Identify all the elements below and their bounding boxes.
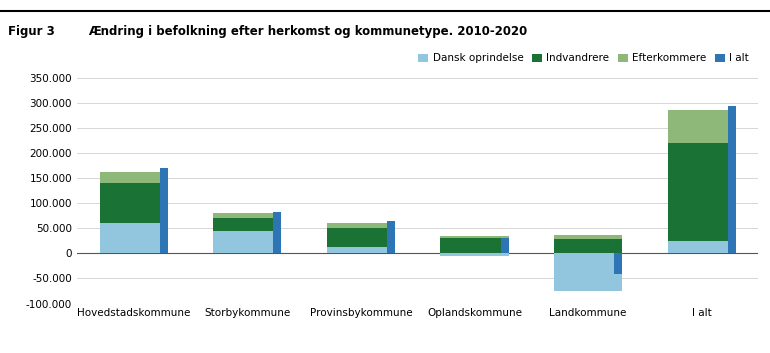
- Bar: [614, 253, 622, 275]
- Bar: [668, 110, 736, 143]
- Bar: [554, 253, 622, 291]
- Bar: [100, 183, 168, 223]
- Bar: [440, 238, 509, 253]
- Bar: [728, 106, 736, 253]
- Bar: [440, 253, 509, 256]
- Bar: [554, 239, 622, 253]
- Bar: [213, 213, 282, 218]
- Bar: [273, 212, 281, 253]
- Bar: [440, 236, 509, 238]
- Bar: [326, 223, 395, 228]
- Bar: [100, 172, 168, 183]
- Bar: [387, 221, 395, 253]
- Bar: [160, 168, 168, 253]
- Bar: [554, 235, 622, 239]
- Bar: [326, 247, 395, 253]
- Bar: [668, 241, 736, 253]
- Bar: [668, 143, 736, 241]
- Bar: [100, 223, 168, 253]
- Legend: Dansk oprindelse, Indvandrere, Efterkommere, I alt: Dansk oprindelse, Indvandrere, Efterkomm…: [413, 49, 753, 67]
- Bar: [500, 238, 509, 253]
- Text: Ændring i befolkning efter herkomst og kommunetype. 2010-2020: Ændring i befolkning efter herkomst og k…: [89, 25, 527, 38]
- Text: Figur 3: Figur 3: [8, 25, 55, 38]
- Bar: [213, 231, 282, 253]
- Bar: [326, 228, 395, 247]
- Bar: [213, 218, 282, 231]
